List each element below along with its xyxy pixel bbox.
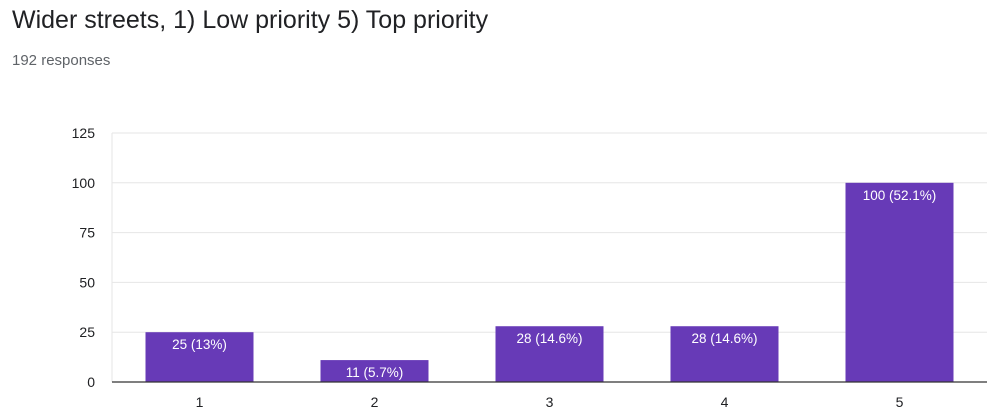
y-tick-label: 25 <box>79 324 95 340</box>
y-tick-label: 100 <box>72 175 96 191</box>
bar-2[interactable] <box>320 360 429 382</box>
bar-3[interactable] <box>495 326 604 382</box>
x-tick-label: 5 <box>896 394 904 410</box>
x-tick-label: 4 <box>721 394 729 410</box>
bar-1[interactable] <box>145 332 254 382</box>
y-tick-label: 75 <box>79 225 95 241</box>
bar-data-label: 100 (52.1%) <box>863 188 937 203</box>
bar-data-label: 25 (13%) <box>172 337 227 352</box>
bar-data-label: 11 (5.7%) <box>346 365 404 380</box>
y-tick-label: 50 <box>79 274 95 290</box>
bar-data-label: 28 (14.6%) <box>516 331 582 346</box>
y-tick-label: 125 <box>72 125 96 141</box>
x-tick-label: 3 <box>546 394 554 410</box>
response-count: 192 responses <box>12 52 111 69</box>
x-tick-label: 1 <box>196 394 204 410</box>
bar-4[interactable] <box>670 326 779 382</box>
bar-5[interactable] <box>845 182 954 382</box>
bar-data-label: 28 (14.6%) <box>691 331 757 346</box>
x-tick-label: 2 <box>371 394 379 410</box>
chart-title: Wider streets, 1) Low priority 5) Top pr… <box>12 6 489 34</box>
y-tick-label: 0 <box>87 374 95 390</box>
